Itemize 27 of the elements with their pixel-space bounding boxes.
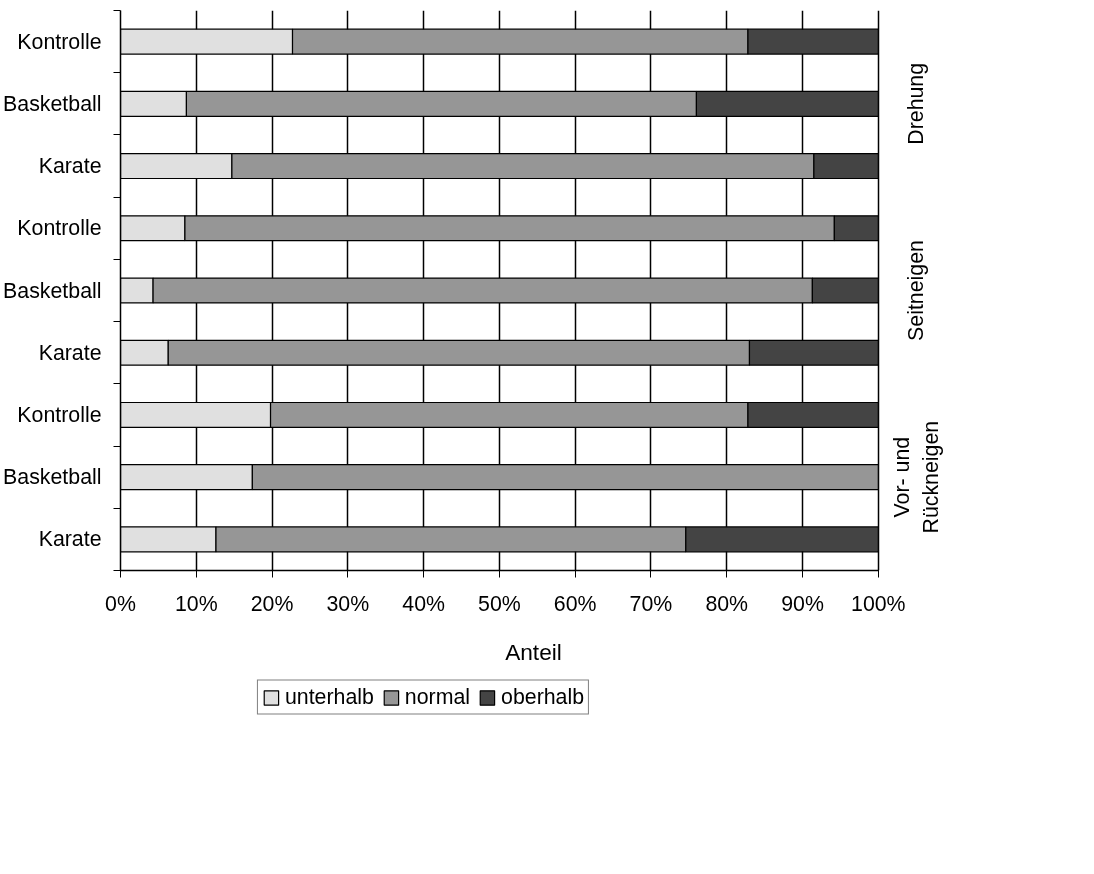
x-tick-label: 60% [553,591,597,616]
text: Vor- und Rückneigen [889,420,943,534]
y-tick-label: Kontrolle [17,216,102,241]
y-tick-label: Basketball [3,91,102,116]
x-tick-label: 70% [629,591,673,616]
y-tick-label: Basketball [3,278,102,303]
x-tick-label: 30% [326,591,370,616]
y-tick-label: Kontrolle [17,402,102,427]
legend-label: normal [404,684,471,710]
x-axis-title: Anteil [505,638,562,665]
x-tick-label: 100% [851,591,906,616]
y-tick-label: Basketball [3,465,102,490]
x-tick-label: 0% [105,591,136,616]
x-tick-label: 90% [781,591,824,616]
legend-label: oberhalb [501,684,585,710]
legend-label: unterhalb [284,684,374,710]
text: Seitneigen [904,240,929,341]
text: Drehung [904,62,929,145]
x-tick-label: 80% [705,591,749,616]
y-tick-label: Kontrolle [17,29,102,54]
x-tick-label: 10% [174,591,218,616]
y-tick-label: Karate [38,527,102,552]
y-tick-label: Karate [38,154,102,179]
x-tick-label: 50% [478,591,521,616]
y-tick-label: Karate [38,340,102,365]
x-tick-label: 20% [250,591,294,616]
x-tick-label: 40% [402,591,445,616]
